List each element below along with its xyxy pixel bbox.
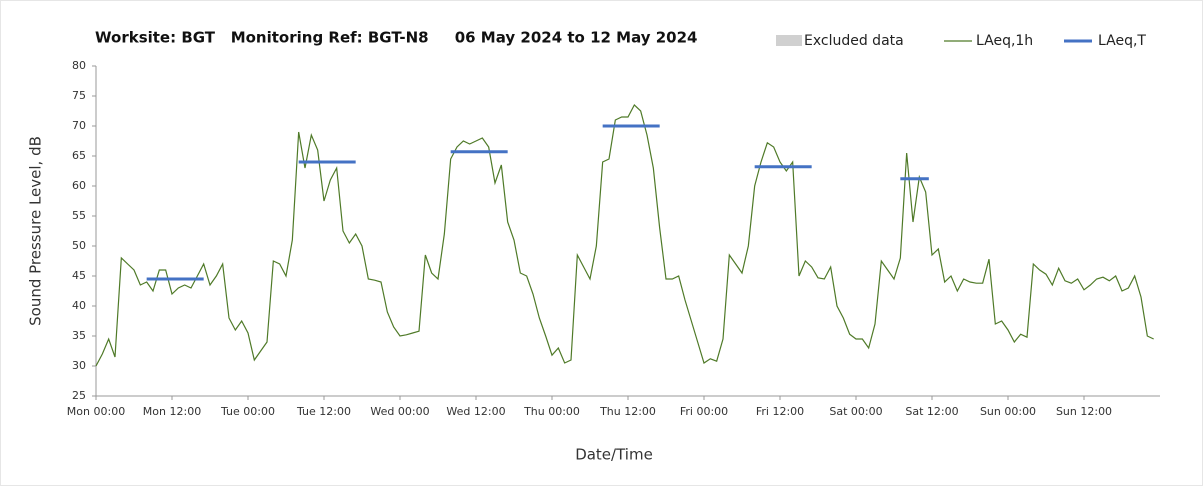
x-tick-label: Mon 00:00 [67,405,125,418]
x-tick-label: Sat 12:00 [905,405,958,418]
y-tick-label: 45 [72,269,86,282]
y-tick-label: 65 [72,149,86,162]
y-tick-label: 80 [72,59,86,72]
x-tick-label: Thu 12:00 [599,405,656,418]
legend-label: LAeq,1h [976,33,1033,49]
y-tick-label: 35 [72,329,86,342]
chart-title: Worksite: BGT Monitoring Ref: BGT-N8 06 … [95,29,698,47]
x-tick-label: Fri 12:00 [756,405,804,418]
series-line [95,104,1154,367]
x-tick-label: Wed 00:00 [370,405,429,418]
y-tick-label: 40 [72,299,86,312]
y-tick-label: 30 [72,359,86,372]
legend-label: Excluded data [804,33,904,49]
legend-swatch-excluded [776,35,802,46]
x-axis-label: Date/Time [575,446,653,464]
x-tick-label: Sun 12:00 [1056,405,1112,418]
y-tick-label: 25 [72,389,86,402]
x-tick-label: Sun 00:00 [980,405,1036,418]
x-tick-label: Thu 00:00 [523,405,580,418]
y-tick-label: 60 [72,179,86,192]
x-tick-label: Fri 00:00 [680,405,728,418]
x-tick-label: Tue 00:00 [220,405,275,418]
x-tick-label: Tue 12:00 [296,405,351,418]
y-tick-label: 50 [72,239,86,252]
y-tick-label: 55 [72,209,86,222]
legend-label: LAeq,T [1098,33,1146,49]
x-tick-label: Mon 12:00 [143,405,201,418]
y-axis-label: Sound Pressure Level, dB [27,136,45,326]
x-tick-label: Wed 12:00 [446,405,505,418]
y-tick-label: 75 [72,89,86,102]
x-tick-label: Sat 00:00 [829,405,882,418]
y-tick-label: 70 [72,119,86,132]
